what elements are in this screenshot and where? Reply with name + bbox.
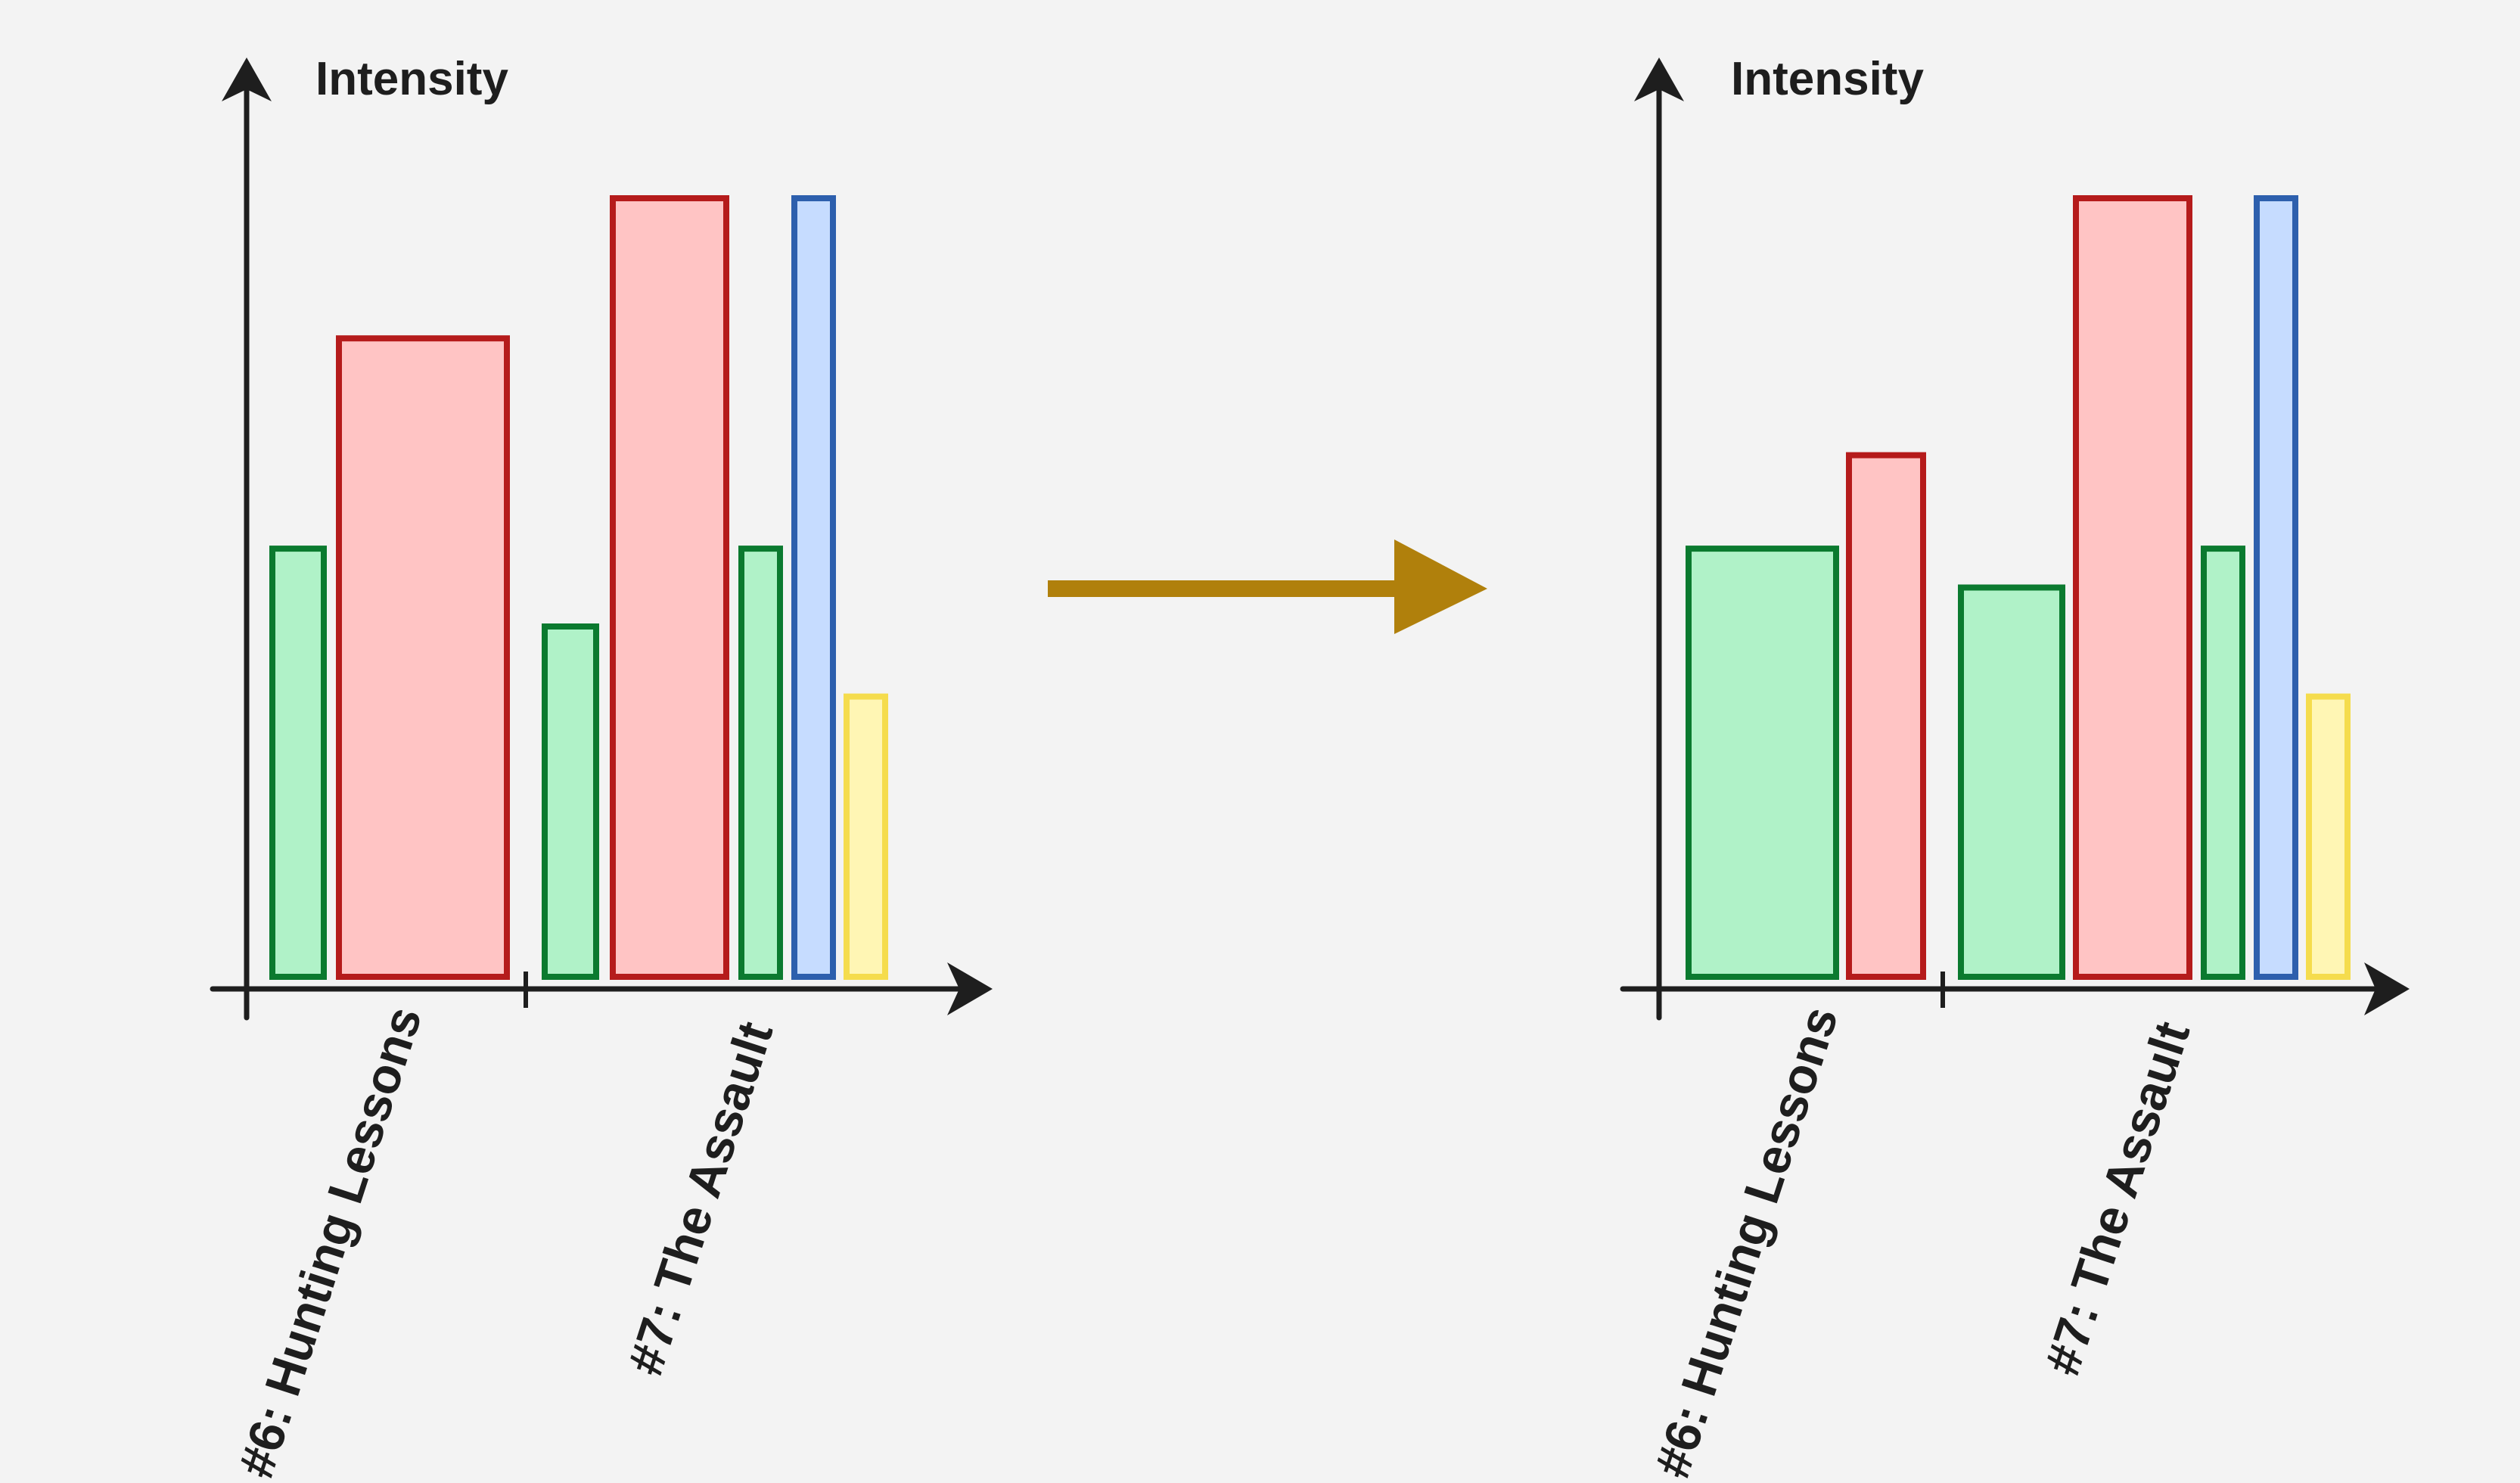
bar-the-assault-green-1: [1958, 584, 2065, 980]
category-label-the-assault: #7: The Assault: [617, 1015, 783, 1381]
bar-hunting-lessons-green: [1686, 546, 1839, 980]
x-axis-arrowhead: [947, 962, 993, 1015]
bar-the-assault-green-2: [738, 546, 783, 980]
y-axis-title: Intensity: [1731, 53, 1924, 105]
bars: [269, 195, 888, 980]
category-label-hunting-lessons: #6: Hunting Lessons: [227, 1000, 432, 1483]
y-axis-title: Intensity: [315, 53, 508, 105]
bar-the-assault-green-1: [542, 623, 599, 980]
after-diagram: Intensity #6: Hunting Lessons #7: The As…: [1620, 53, 2410, 1483]
transition-arrow: [1048, 539, 1487, 634]
bar-the-assault-blue: [2254, 195, 2298, 980]
y-axis-arrowhead: [222, 58, 272, 101]
y-axis-arrowhead: [1634, 58, 1684, 101]
bar-the-assault-blue: [791, 195, 836, 980]
transition-arrow-head: [1394, 539, 1487, 634]
bar-hunting-lessons-green: [269, 546, 327, 980]
before-diagram: Intensity #6: Hunting Lessons #7: The As…: [210, 53, 993, 1483]
bar-the-assault-green-2: [2201, 546, 2245, 980]
bar-the-assault-yellow: [844, 693, 888, 980]
category-label-hunting-lessons: #6: Hunting Lessons: [1643, 1000, 1848, 1483]
bars: [1686, 195, 2351, 980]
bar-hunting-lessons-red: [336, 335, 510, 980]
transition-arrow-shaft: [1048, 580, 1396, 597]
bar-hunting-lessons-red: [1846, 452, 1926, 980]
bar-the-assault-yellow: [2306, 693, 2351, 980]
bar-the-assault-red: [2073, 195, 2192, 980]
category-label-the-assault: #7: The Assault: [2034, 1015, 2200, 1381]
x-axis-arrowhead: [2364, 962, 2410, 1015]
bar-the-assault-red: [610, 195, 729, 980]
